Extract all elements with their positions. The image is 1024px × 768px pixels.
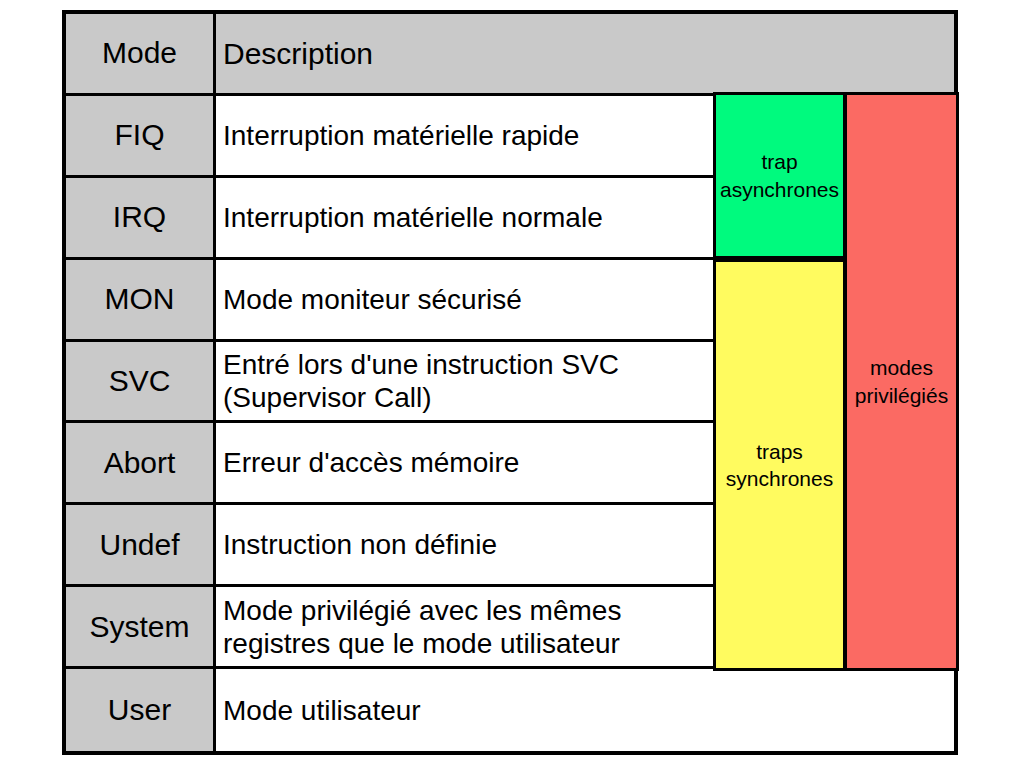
- mode-label: MON: [105, 282, 175, 316]
- mode-label: System: [89, 610, 189, 644]
- mode-cell-undef: Undef: [66, 505, 216, 587]
- header-description-label: Description: [223, 36, 373, 71]
- mode-cell-system: System: [66, 587, 216, 669]
- description-cell-user: Mode utilisateur: [216, 669, 954, 751]
- description-text: Interruption matérielle normale: [223, 201, 603, 234]
- overlay-sync-traps-label: traps synchrones: [718, 438, 841, 493]
- overlay-privileged-modes: modes privilégiés: [844, 92, 959, 671]
- header-mode-label: Mode: [102, 36, 177, 70]
- mode-label: FIQ: [115, 118, 165, 152]
- description-text: Mode privilégié avec les mêmes registres…: [223, 594, 718, 660]
- mode-label: SVC: [109, 364, 171, 398]
- overlay-privileged-modes-label: modes privilégiés: [849, 354, 954, 409]
- overlay-async-traps-label: trap asynchrones: [718, 148, 841, 203]
- overlay-async-traps: trap asynchrones: [713, 92, 846, 259]
- header-description-cell: Description: [216, 14, 954, 96]
- description-text: Instruction non définie: [223, 528, 497, 561]
- mode-label: Undef: [99, 528, 179, 562]
- mode-cell-mon: MON: [66, 260, 216, 342]
- mode-label: Abort: [104, 446, 176, 480]
- description-text: Interruption matérielle rapide: [223, 119, 579, 152]
- mode-cell-fiq: FIQ: [66, 96, 216, 178]
- mode-label: IRQ: [113, 200, 166, 234]
- mode-label: User: [108, 693, 171, 727]
- overlay-sync-traps: traps synchrones: [713, 259, 846, 671]
- slide-canvas: Mode Description FIQ Interruption matéri…: [0, 0, 1024, 768]
- description-text: Mode moniteur sécurisé: [223, 283, 522, 316]
- mode-cell-user: User: [66, 669, 216, 751]
- description-text: Entré lors d'une instruction SVC (Superv…: [223, 348, 718, 414]
- description-text: Erreur d'accès mémoire: [223, 446, 519, 479]
- mode-cell-svc: SVC: [66, 342, 216, 424]
- header-mode-cell: Mode: [66, 14, 216, 96]
- mode-cell-irq: IRQ: [66, 178, 216, 260]
- mode-cell-abort: Abort: [66, 423, 216, 505]
- description-text: Mode utilisateur: [223, 694, 421, 727]
